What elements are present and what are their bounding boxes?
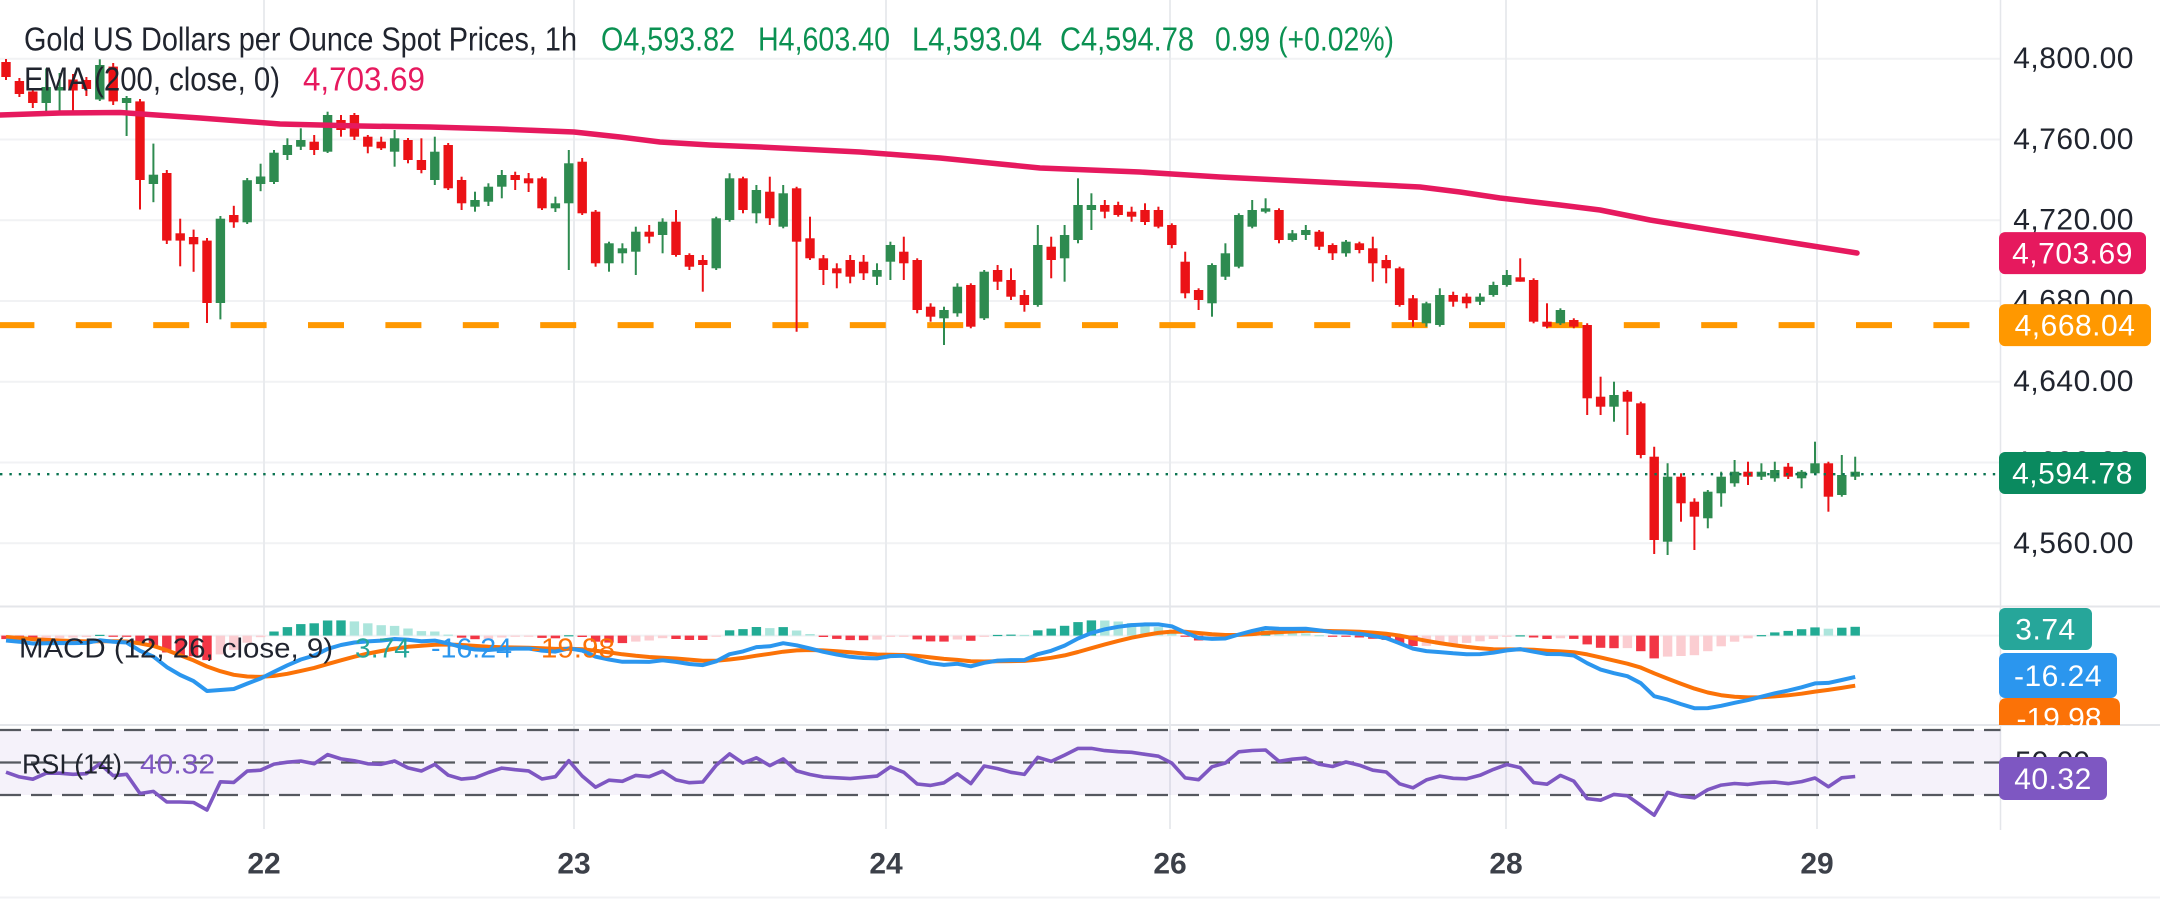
svg-text:23: 23: [557, 848, 590, 881]
svg-text:4,703.69: 4,703.69: [2012, 238, 2133, 271]
svg-text:-16.24: -16.24: [2014, 660, 2102, 693]
svg-text:3.74: 3.74: [2015, 614, 2075, 647]
svg-text:MACD (12, 26, close, 9): MACD (12, 26, close, 9): [19, 633, 333, 664]
svg-text:-16.24: -16.24: [431, 633, 512, 664]
svg-text:3.74: 3.74: [355, 633, 410, 664]
svg-text:L4,593.04: L4,593.04: [912, 21, 1042, 58]
svg-text:4,800.00: 4,800.00: [2013, 42, 2134, 75]
svg-text:4,560.00: 4,560.00: [2013, 527, 2134, 560]
svg-text:4,640.00: 4,640.00: [2013, 365, 2134, 398]
svg-text:24: 24: [869, 848, 903, 881]
svg-text:40.32: 40.32: [140, 749, 215, 780]
svg-text:4,668.04: 4,668.04: [2015, 310, 2136, 343]
svg-text:EMA (200, close, 0): EMA (200, close, 0): [24, 61, 280, 98]
svg-text:RSI (14): RSI (14): [22, 749, 122, 780]
svg-text:O4,593.82: O4,593.82: [601, 21, 735, 58]
svg-text:4,760.00: 4,760.00: [2013, 123, 2134, 156]
svg-text:4,703.69: 4,703.69: [303, 61, 425, 98]
svg-text:-19.98: -19.98: [531, 633, 615, 664]
svg-text:28: 28: [1489, 848, 1522, 881]
svg-text:C4,594.78: C4,594.78: [1060, 21, 1194, 58]
svg-text:4,594.78: 4,594.78: [2012, 458, 2133, 491]
svg-text:0.99 (+0.02%): 0.99 (+0.02%): [1215, 21, 1394, 58]
svg-text:26: 26: [1153, 848, 1186, 881]
svg-text:Gold US Dollars per Ounce Spot: Gold US Dollars per Ounce Spot Prices, 1…: [24, 21, 577, 58]
svg-text:H4,603.40: H4,603.40: [758, 21, 890, 58]
svg-text:29: 29: [1800, 848, 1833, 881]
svg-text:40.32: 40.32: [2014, 763, 2092, 796]
svg-text:22: 22: [247, 848, 280, 881]
svg-text:-19.98: -19.98: [2016, 703, 2101, 736]
svg-text:4,720.00: 4,720.00: [2013, 204, 2134, 237]
